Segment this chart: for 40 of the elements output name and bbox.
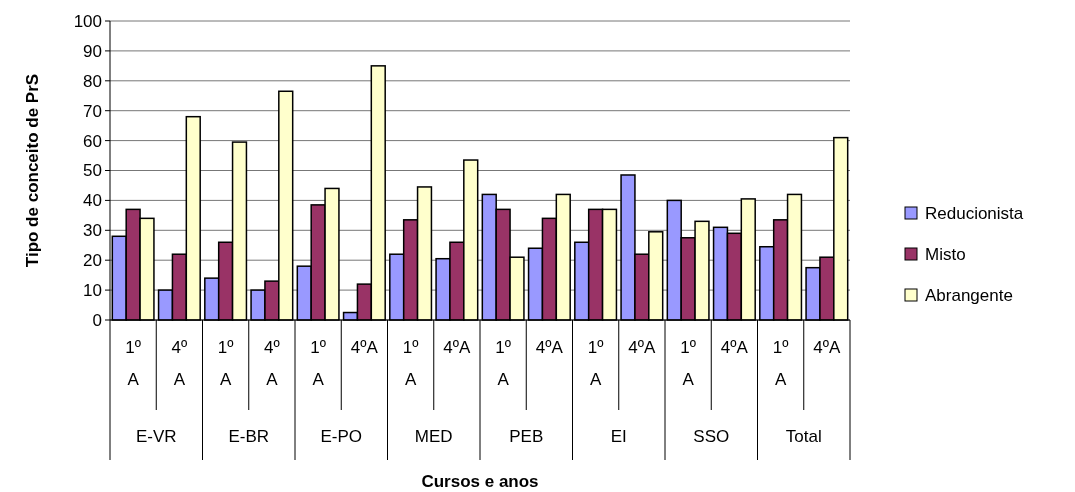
x-tick-label: 1º A	[310, 338, 326, 389]
text: E-VR	[135, 427, 177, 446]
text: MED	[414, 427, 453, 446]
y-tick-label: 80	[83, 71, 102, 91]
y-tick-label: 20	[83, 251, 102, 271]
text: SSO	[693, 427, 730, 446]
y-tick-label: 70	[83, 101, 102, 121]
y-tick-label: 0	[92, 310, 102, 330]
y-axis-title: Tipo de conceito de PrS	[23, 73, 42, 268]
text: PEB	[509, 427, 544, 446]
x-tick-label: 1º A	[680, 338, 696, 389]
x-tick-label: 1º A	[402, 338, 419, 389]
text: Total	[785, 427, 822, 446]
x-tick-label: 4º A	[264, 338, 280, 389]
x-tick-label: 1º A	[772, 338, 789, 389]
legend-label: Abrangente	[925, 285, 1013, 305]
x-tick-label: 4ºA	[813, 338, 842, 357]
x-tick-label: 1º A	[587, 338, 604, 389]
y-tick-label: 30	[83, 221, 102, 241]
x-tick-label: 4ºA	[535, 338, 564, 357]
x-tick-label: 4ºA	[628, 338, 657, 357]
x-tick-label: 1º A	[495, 338, 511, 389]
y-tick-label: 50	[83, 161, 102, 181]
x-tick-label: 4º A	[171, 338, 188, 389]
text: EI	[610, 427, 627, 446]
x-axis-title: Cursos e anos	[421, 472, 539, 491]
y-tick-label: 40	[83, 191, 102, 211]
x-tick-label: 1º A	[125, 338, 141, 389]
y-tick-label: 60	[83, 131, 102, 151]
x-tick-label: 4ºA	[350, 338, 379, 357]
x-tick-label: 4ºA	[720, 338, 749, 357]
text: E-PO	[320, 427, 363, 446]
x-tick-label: 4ºA	[443, 338, 472, 357]
y-tick-label: 10	[83, 281, 102, 301]
text: E-BR	[228, 427, 270, 446]
legend-label: Reducionista	[925, 203, 1024, 223]
legend-label: Misto	[925, 244, 966, 264]
y-tick-label: 90	[83, 41, 102, 61]
y-tick-label: 100	[73, 11, 102, 31]
x-tick-label: 1º A	[217, 338, 234, 389]
